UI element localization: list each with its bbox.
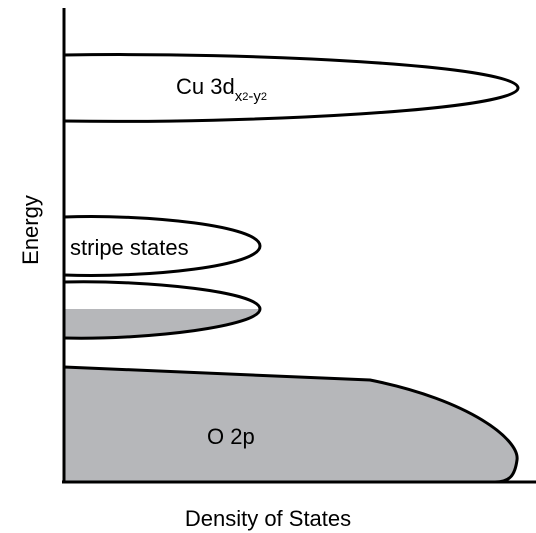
cu3d-label-main: Cu 3d bbox=[176, 74, 235, 99]
y-axis-label: Energy bbox=[18, 195, 43, 265]
o2p-band bbox=[62, 365, 519, 484]
o2p-label: O 2p bbox=[207, 424, 255, 449]
stripe-states-label: stripe states bbox=[70, 235, 189, 260]
cu3d-label-sub-x: x2-y2 bbox=[234, 88, 267, 105]
stripe-upper-band bbox=[63, 215, 262, 277]
cu3d-label: Cu 3dx2-y2 bbox=[176, 74, 267, 105]
stripe-lower-band bbox=[63, 280, 262, 340]
cu3d-band bbox=[63, 53, 520, 123]
stripe-lower-fill bbox=[64, 309, 260, 339]
x-axis-label: Density of States bbox=[184, 506, 352, 531]
